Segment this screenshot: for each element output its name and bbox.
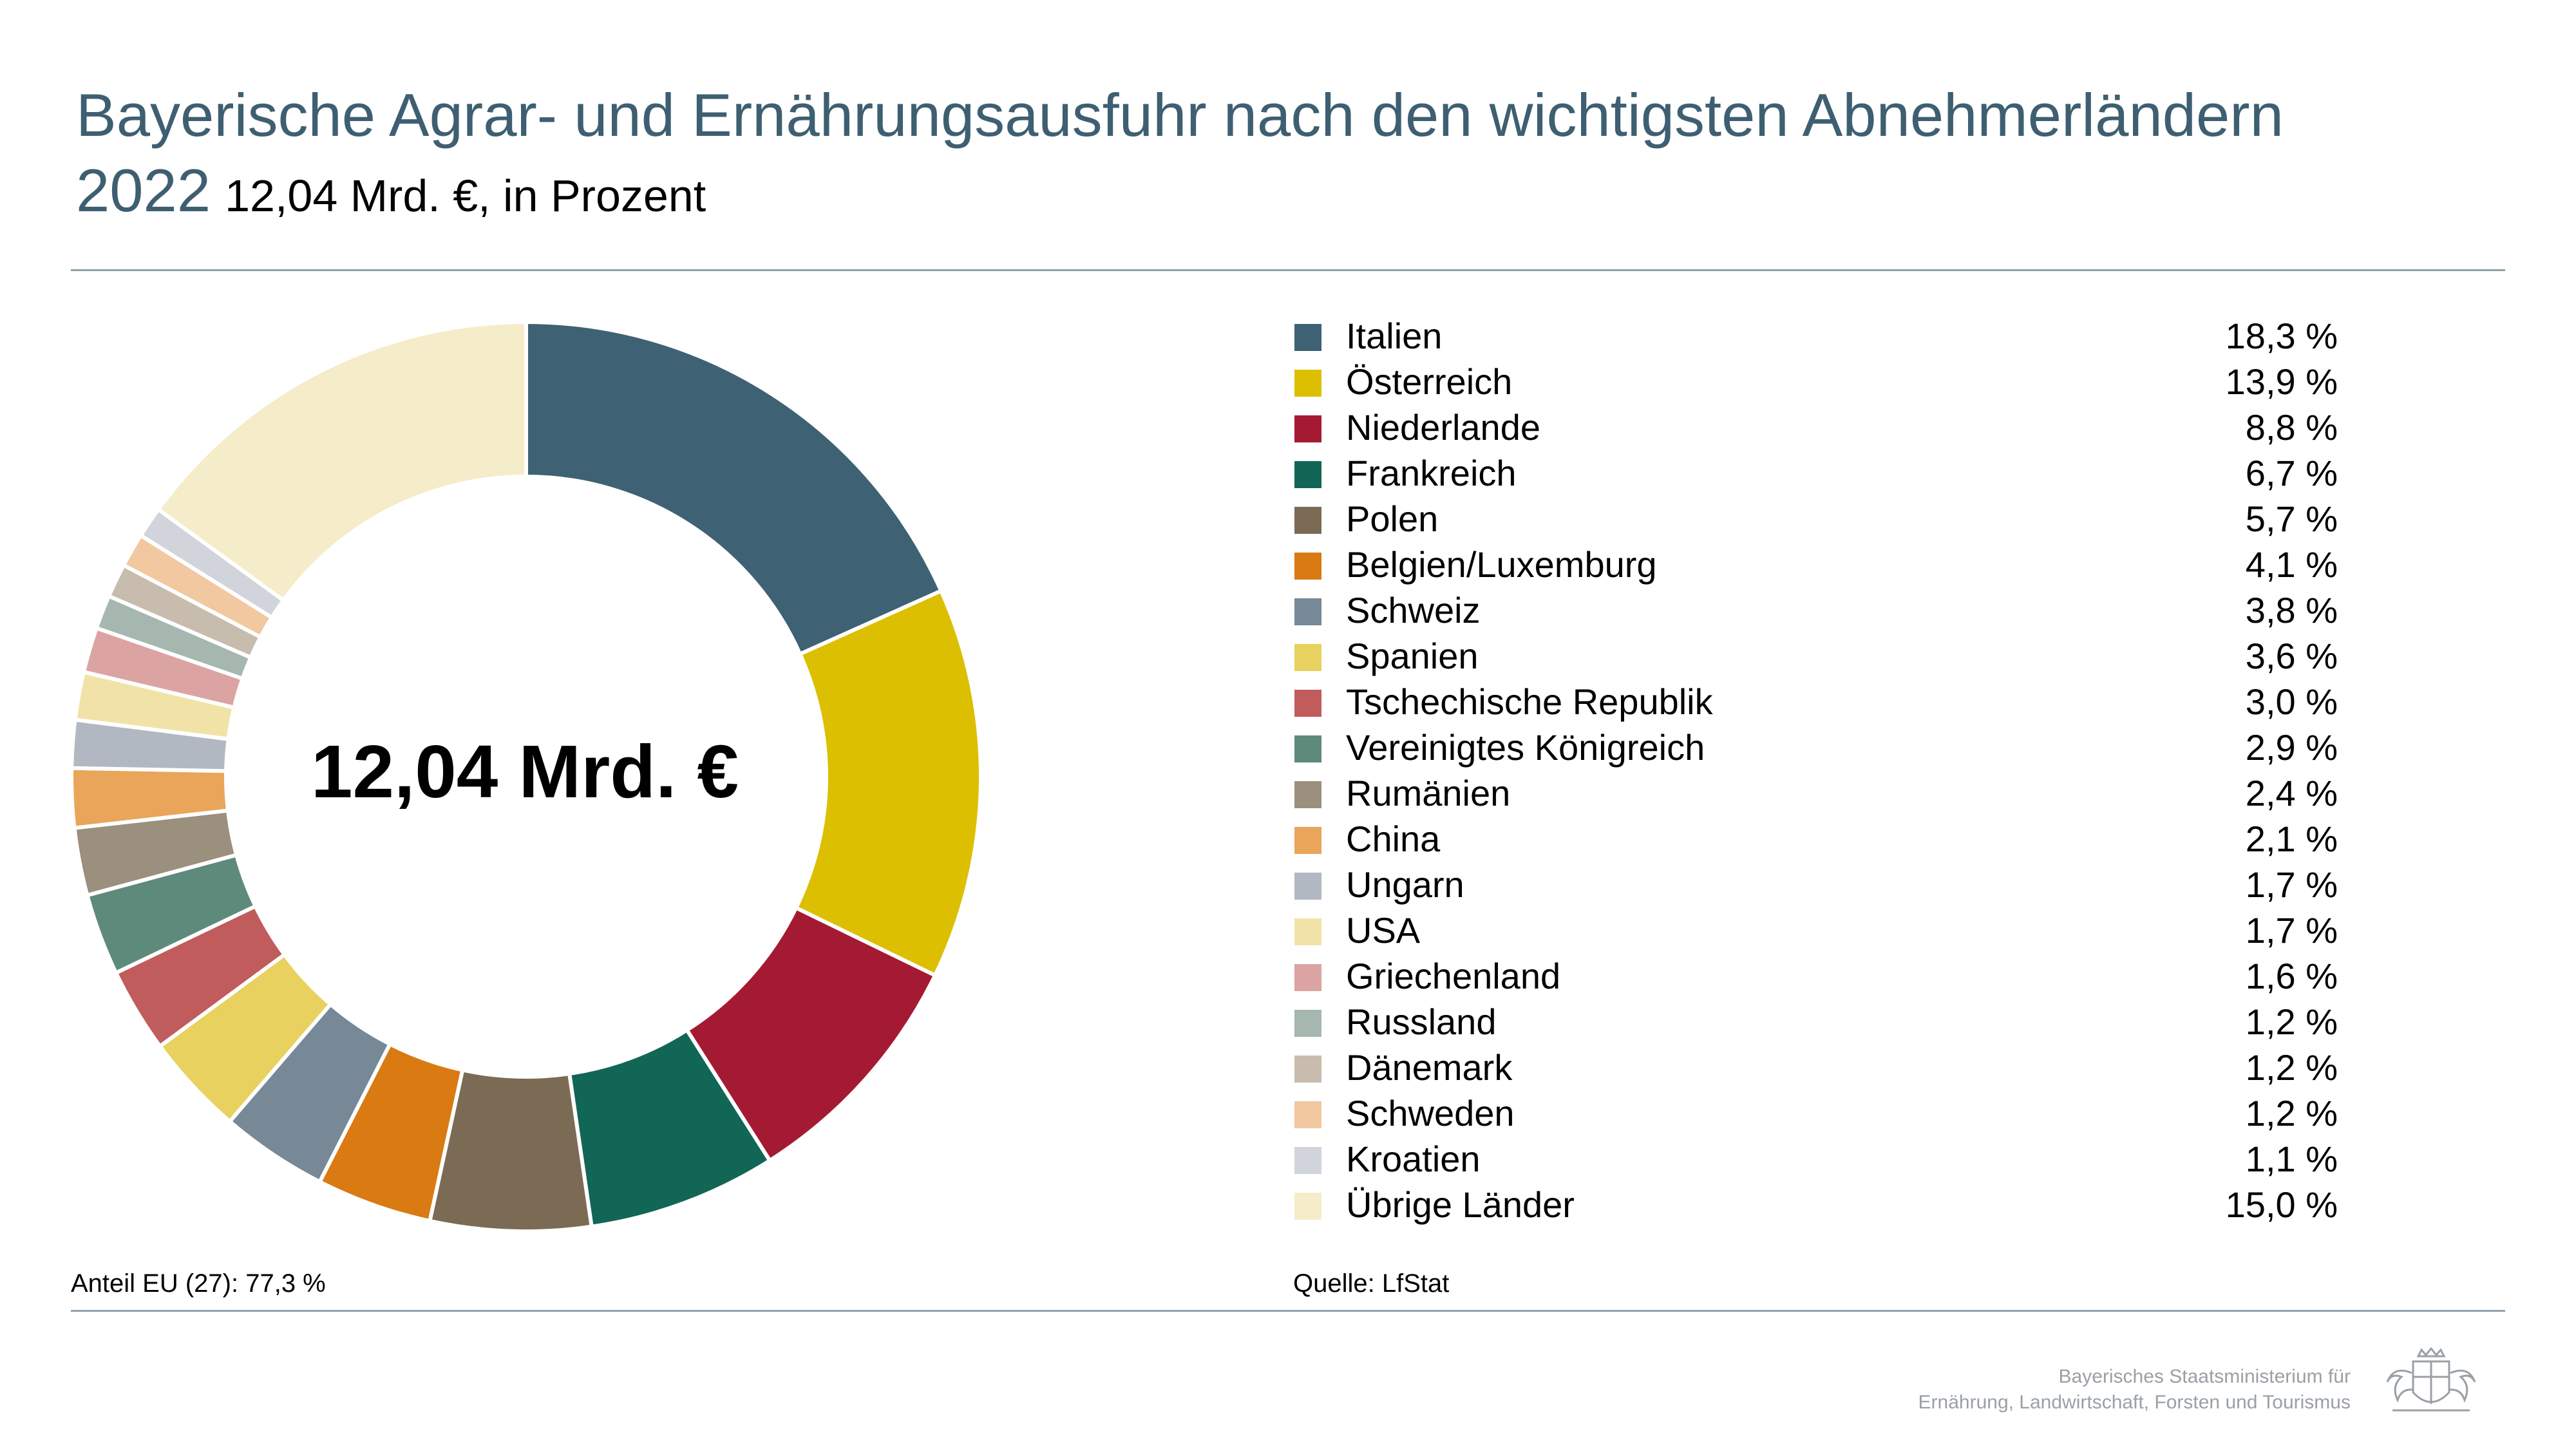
legend-swatch (1294, 1010, 1321, 1037)
ministry-name: Bayerisches Staatsministerium für Ernähr… (1918, 1364, 2351, 1416)
legend-item: Ungarn 1,7 % (1294, 862, 2338, 907)
header-divider (71, 269, 2505, 271)
legend-item: Dänemark 1,2 % (1294, 1045, 2338, 1090)
legend-label: Belgien/Luxemburg (1346, 544, 1657, 585)
footer-divider (71, 1310, 2505, 1312)
ministry-name-line-2: Ernährung, Landwirtschaft, Forsten und T… (1918, 1392, 2351, 1413)
legend-label: USA (1346, 910, 1421, 951)
legend-swatch (1294, 918, 1321, 945)
legend-label: Tschechische Republik (1346, 681, 1713, 722)
legend-label: Ungarn (1346, 864, 1464, 905)
legend-label: Niederlande (1346, 407, 1540, 448)
legend-value: 5,7 % (2245, 498, 2338, 539)
legend-swatch (1294, 1193, 1321, 1220)
legend-swatch (1294, 644, 1321, 671)
bavarian-coat-of-arms-logo (2386, 1347, 2476, 1412)
eu-share-note: Anteil EU (27): 77,3 % (71, 1269, 326, 1298)
legend-label: Spanien (1346, 636, 1479, 676)
legend-swatch (1294, 827, 1321, 854)
legend-swatch (1294, 461, 1321, 488)
legend-label: Schweden (1346, 1093, 1515, 1133)
legend-item: Belgien/Luxemburg 4,1 % (1294, 542, 2338, 587)
chart-legend: Italien 18,3 % Österreich 13,9 % Niederlande… (1294, 313, 2338, 1227)
legend-item: USA 1,7 % (1294, 907, 2338, 953)
legend-item: Vereinigtes Königreich 2,9 % (1294, 724, 2338, 770)
legend-label: Übrige Länder (1346, 1184, 1575, 1225)
legend-label: China (1346, 819, 1441, 859)
legend-swatch (1294, 781, 1321, 808)
legend-value: 1,7 % (2245, 864, 2338, 905)
legend-item: Niederlande 8,8 % (1294, 404, 2338, 450)
donut-slice-0 (524, 319, 944, 657)
legend-item: Österreich 13,9 % (1294, 359, 2338, 404)
legend-swatch (1294, 370, 1321, 397)
legend-label: Kroatien (1346, 1139, 1481, 1179)
legend-swatch (1294, 553, 1321, 580)
legend-label: Polen (1346, 498, 1439, 539)
chart-title: Bayerische Agrar- und Ernährungsausfuhr … (76, 77, 2459, 234)
legend-value: 13,9 % (2225, 361, 2338, 402)
legend-swatch (1294, 1147, 1321, 1174)
ministry-name-line-1: Bayerisches Staatsministerium für (2058, 1366, 2351, 1387)
donut-chart (70, 319, 983, 1233)
donut-slice-19 (155, 319, 528, 603)
legend-item: Schweiz 3,8 % (1294, 587, 2338, 633)
legend-swatch (1294, 735, 1321, 762)
legend-item: Tschechische Republik 3,0 % (1294, 679, 2338, 724)
legend-item: Übrige Länder 15,0 % (1294, 1182, 2338, 1227)
legend-value: 4,1 % (2245, 544, 2338, 585)
legend-swatch (1294, 507, 1321, 534)
legend-value: 15,0 % (2225, 1184, 2338, 1225)
legend-value: 1,1 % (2245, 1139, 2338, 1179)
legend-value: 1,2 % (2245, 1093, 2338, 1133)
source-note: Quelle: LfStat (1293, 1269, 1450, 1298)
legend-swatch (1294, 598, 1321, 625)
legend-value: 2,1 % (2245, 819, 2338, 859)
legend-value: 1,6 % (2245, 956, 2338, 996)
legend-item: Griechenland 1,6 % (1294, 953, 2338, 999)
legend-value: 2,4 % (2245, 773, 2338, 813)
legend-value: 18,3 % (2225, 316, 2338, 356)
legend-item: Schweden 1,2 % (1294, 1090, 2338, 1136)
donut-slice-1 (793, 588, 983, 978)
legend-value: 3,8 % (2245, 590, 2338, 630)
legend-value: 1,2 % (2245, 1047, 2338, 1088)
legend-label: Dänemark (1346, 1047, 1513, 1088)
legend-label: Schweiz (1346, 590, 1481, 630)
legend-value: 3,0 % (2245, 681, 2338, 722)
legend-item: Rumänien 2,4 % (1294, 770, 2338, 816)
chart-subtitle: 12,04 Mrd. €, in Prozent (225, 171, 706, 221)
legend-item: Russland 1,2 % (1294, 999, 2338, 1045)
legend-swatch (1294, 873, 1321, 900)
donut-center-total: 12,04 Mrd. € (310, 730, 739, 813)
legend-item: China 2,1 % (1294, 816, 2338, 862)
legend-label: Frankreich (1346, 453, 1517, 493)
legend-label: Russland (1346, 1001, 1497, 1042)
legend-label: Griechenland (1346, 956, 1561, 996)
legend-swatch (1294, 324, 1321, 351)
legend-label: Rumänien (1346, 773, 1511, 813)
legend-swatch (1294, 1056, 1321, 1083)
legend-swatch (1294, 415, 1321, 442)
legend-value: 3,6 % (2245, 636, 2338, 676)
legend-value: 1,2 % (2245, 1001, 2338, 1042)
legend-label: Italien (1346, 316, 1443, 356)
legend-value: 8,8 % (2245, 407, 2338, 448)
legend-item: Frankreich 6,7 % (1294, 450, 2338, 496)
legend-label: Österreich (1346, 361, 1513, 402)
legend-item: Polen 5,7 % (1294, 496, 2338, 542)
legend-swatch (1294, 690, 1321, 717)
legend-value: 2,9 % (2245, 727, 2338, 768)
legend-swatch (1294, 964, 1321, 991)
legend-value: 6,7 % (2245, 453, 2338, 493)
legend-item: Italien 18,3 % (1294, 313, 2338, 359)
legend-item: Spanien 3,6 % (1294, 633, 2338, 679)
legend-label: Vereinigtes Königreich (1346, 727, 1705, 768)
chart-title-main: Bayerische Agrar- und Ernährungsausfuhr … (76, 81, 2284, 224)
legend-swatch (1294, 1101, 1321, 1128)
legend-item: Kroatien 1,1 % (1294, 1136, 2338, 1182)
legend-value: 1,7 % (2245, 910, 2338, 951)
